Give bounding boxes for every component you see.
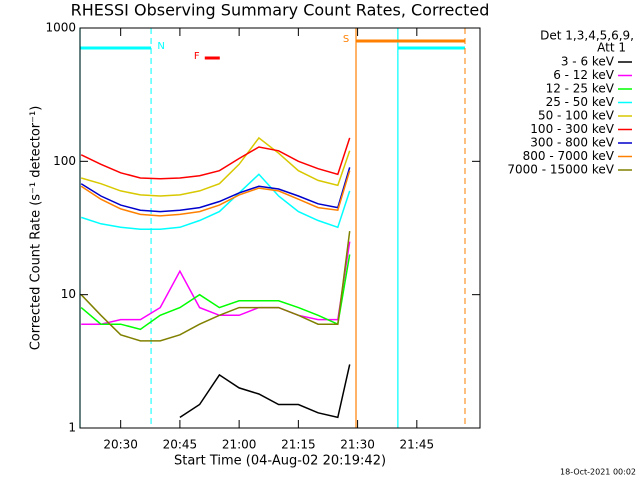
x-tick-label: 21:00 xyxy=(222,438,257,452)
legend-label: 6 - 12 keV xyxy=(553,68,615,82)
series-line xyxy=(80,254,351,331)
series-line xyxy=(80,170,351,217)
series-line xyxy=(80,173,351,230)
interval-label: F xyxy=(194,51,200,62)
interval-label: N xyxy=(157,41,164,52)
series-line xyxy=(80,137,351,180)
legend-title: Det 1,3,4,5,6,9, xyxy=(540,29,634,43)
legend-label: 100 - 300 keV xyxy=(530,122,614,136)
chart-title: RHESSI Observing Summary Count Rates, Co… xyxy=(71,1,490,20)
plot-frame xyxy=(79,27,481,429)
legend-label: 12 - 25 keV xyxy=(546,82,615,96)
y-tick-label: 10 xyxy=(61,287,76,301)
y-tick-label: 100 xyxy=(53,154,76,168)
legend-label: 3 - 6 keV xyxy=(561,55,615,69)
legend-label: 800 - 7000 keV xyxy=(523,149,615,163)
footer: 18-Oct-2021 00:02 xyxy=(560,468,636,477)
legend-label: 25 - 50 keV xyxy=(546,95,615,109)
x-tick-label: 20:45 xyxy=(163,438,198,452)
series-line xyxy=(80,167,351,213)
series-line xyxy=(179,364,351,419)
legend-label: 7000 - 15000 keV xyxy=(507,163,614,177)
x-tick-label: 21:30 xyxy=(340,438,375,452)
legend-label: 300 - 800 keV xyxy=(530,136,614,150)
x-tick-label: 21:15 xyxy=(281,438,316,452)
y-tick-label: 1000 xyxy=(45,21,76,35)
x-axis-label: Start Time (04-Aug-02 20:19:42) xyxy=(174,454,386,469)
x-tick-label: 21:45 xyxy=(400,438,435,452)
y-axis-label: Corrected Count Rate (s⁻¹ detector⁻¹) xyxy=(29,106,44,351)
legend-label: 50 - 100 keV xyxy=(538,109,615,123)
series-line xyxy=(80,231,351,342)
legend-title: Att 1 xyxy=(597,41,626,55)
x-tick-label: 20:30 xyxy=(103,438,138,452)
series-line xyxy=(80,136,351,197)
interval-label: S xyxy=(343,34,349,45)
y-tick-label: 1 xyxy=(68,421,76,435)
